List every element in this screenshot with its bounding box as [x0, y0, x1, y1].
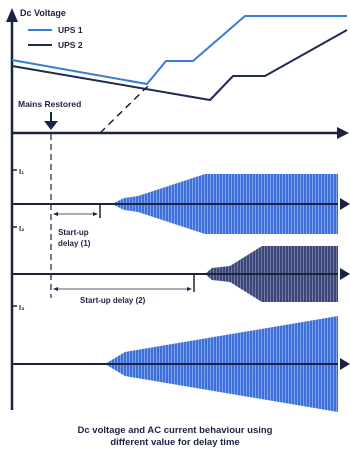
ups1-voltage-line [11, 15, 347, 86]
caption-line-2: different value for delay time [110, 437, 240, 448]
current-label-2: I₂ [19, 224, 24, 233]
time-axis-arrow-icon [337, 127, 349, 139]
startup-delay-1-left-arrow-icon [53, 212, 58, 216]
caption-line-1: Dc voltage and AC current behaviour usin… [77, 425, 273, 436]
startup-delay-2-label: Start-up delay (2) [80, 296, 146, 305]
startup-delay-1-right-arrow-icon [93, 212, 98, 216]
current-axis-2-arrow-icon [340, 268, 350, 280]
current-axis-3-arrow-icon [340, 358, 350, 370]
vertical-axis-arrow-icon [6, 8, 18, 22]
startup-delay-1-label-line2: delay (1) [58, 239, 91, 248]
extrapolation-dashed-line [99, 83, 151, 134]
down-arrow-icon [44, 121, 58, 130]
current-axis-1-arrow-icon [340, 198, 350, 210]
startup-delay-2-left-arrow-icon [53, 287, 58, 291]
ups2-voltage-line [11, 29, 348, 102]
legend-label-ups1: UPS 1 [58, 25, 83, 35]
current-label-3: I₃ [19, 303, 25, 312]
startup-delay-2-right-arrow-icon [187, 287, 192, 291]
current-label-1: I₁ [19, 167, 24, 176]
startup-delay-1-label-line1: Start-up [58, 228, 89, 237]
figure-caption: Dc voltage and AC current behaviour usin… [0, 425, 350, 449]
mains-restored-label: Mains Restored [18, 99, 81, 109]
y-axis-label: Dc Voltage [20, 8, 66, 18]
legend-label-ups2: UPS 2 [58, 40, 83, 50]
